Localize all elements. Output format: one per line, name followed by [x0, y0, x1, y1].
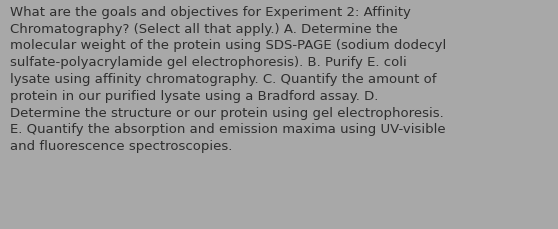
Text: What are the goals and objectives for Experiment 2: Affinity
Chromatography? (Se: What are the goals and objectives for Ex…	[10, 6, 446, 153]
